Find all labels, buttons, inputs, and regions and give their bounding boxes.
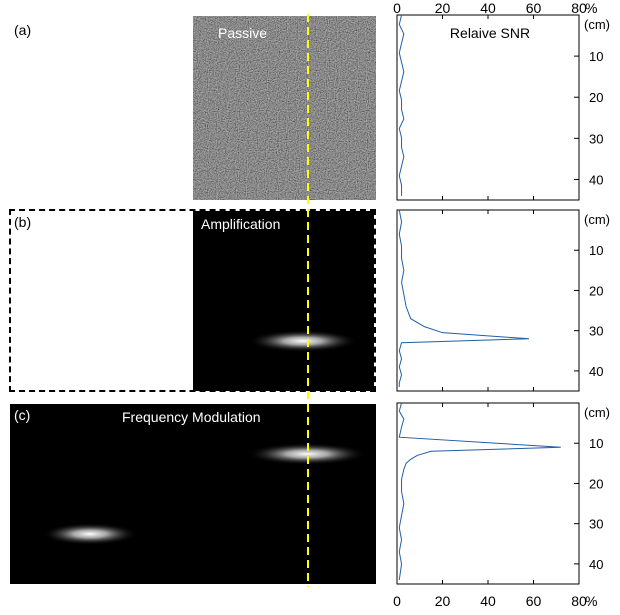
depth-tick-label: 40	[589, 364, 603, 379]
snr-line-0	[398, 14, 405, 196]
plot-frame-0	[396, 14, 580, 201]
depth-tick-label: 40	[589, 172, 603, 187]
yellow-marker-line	[307, 14, 309, 587]
frequency-modulation-title: Frequency Modulation	[122, 409, 261, 425]
amplification-title: Amplification	[201, 216, 281, 232]
top-axis-tick-label: 80	[571, 0, 587, 16]
depth-unit-label: (cm)	[584, 212, 610, 227]
snr-plots: 10 20 30 40 (cm) 10 20 30 40 (cm) 10 20 30 40 (cm) 0 20 4…	[393, 0, 610, 609]
depth-tick-label: 30	[589, 131, 603, 146]
depth-tick-label: 20	[589, 476, 603, 491]
bottom-axis-tick-label: 20	[435, 593, 451, 609]
panel-b-dashed-frame	[9, 209, 376, 392]
depth-unit-label: (cm)	[584, 405, 610, 420]
snr-line-1	[398, 209, 529, 387]
bottom-axis-tick-label: 80	[571, 593, 587, 609]
passive-title: Passive	[218, 25, 268, 41]
top-axis-tick-label: 20	[435, 0, 451, 16]
amplification-image	[193, 211, 374, 391]
amplification-focal-spot	[248, 330, 358, 352]
bottom-axis-tick-label: 60	[526, 593, 542, 609]
passive-image	[193, 16, 376, 200]
depth-tick-label: 20	[589, 90, 603, 105]
depth-tick-label: 20	[589, 283, 603, 298]
snr-line-2	[398, 402, 561, 581]
plot-frame-1	[396, 209, 580, 392]
bottom-axis-unit: %	[585, 593, 597, 609]
depth-tick-label: 10	[589, 436, 603, 451]
fm-upper-focal-spot	[247, 443, 367, 465]
depth-tick-label: 10	[589, 49, 603, 64]
plot-frame-2	[396, 402, 580, 585]
plot-title: Relaive SNR	[450, 25, 530, 41]
bottom-axis-tick-label: 40	[480, 593, 496, 609]
top-axis-unit: %	[585, 0, 597, 16]
panel-label-c: (c)	[14, 407, 31, 423]
top-axis-tick-label: 40	[480, 0, 496, 16]
frequency-modulation-image	[10, 404, 376, 584]
top-axis-tick-label: 60	[526, 0, 542, 16]
top-axis-tick-label: 0	[393, 0, 401, 16]
depth-tick-label: 30	[589, 517, 603, 532]
panel-label-b: (b)	[14, 214, 32, 230]
depth-tick-label: 40	[589, 557, 603, 572]
depth-tick-label: 10	[589, 243, 603, 258]
fm-lower-focal-spot	[42, 523, 138, 545]
depth-tick-label: 30	[589, 324, 603, 339]
depth-unit-label: (cm)	[584, 17, 610, 32]
bottom-axis-tick-label: 0	[393, 593, 401, 609]
panel-label-a: (a)	[14, 22, 32, 38]
